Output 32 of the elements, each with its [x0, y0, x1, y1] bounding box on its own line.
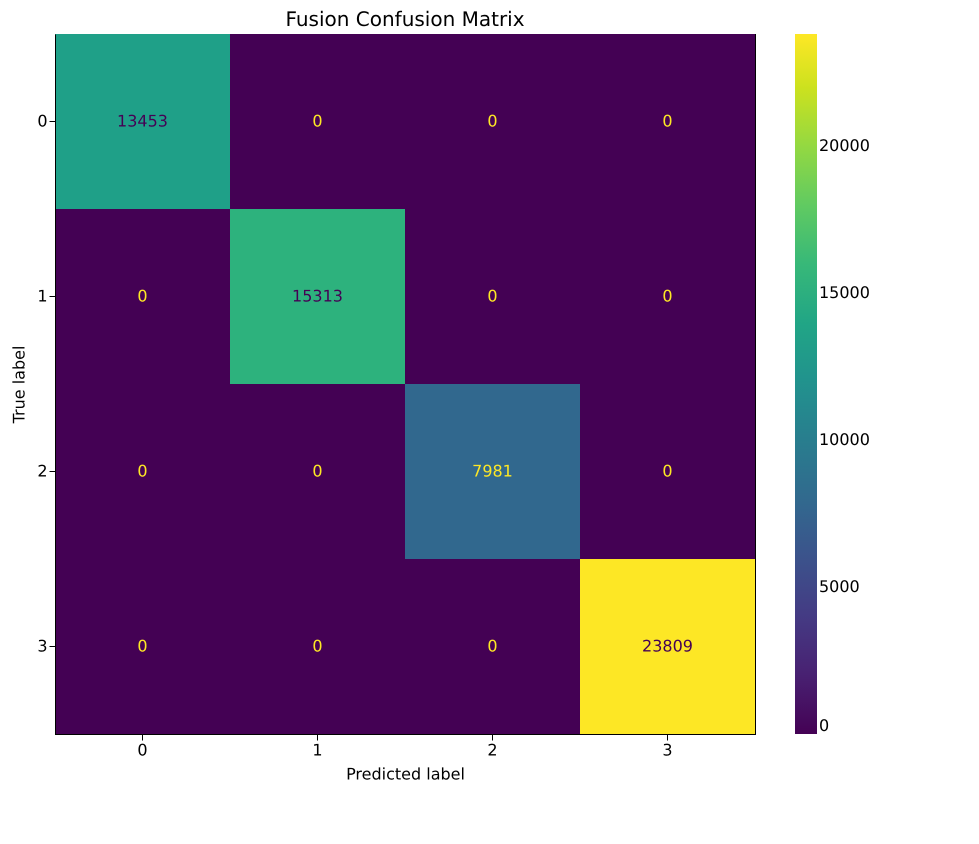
data-label: 0: [137, 462, 148, 480]
x-tick-label: 3: [662, 740, 673, 760]
data-label: 0: [662, 112, 673, 130]
color-bar-label: 5000: [819, 576, 860, 596]
y-axis-title: True label: [9, 346, 28, 424]
color-bar-label: 20000: [819, 136, 870, 155]
data-label: 0: [487, 636, 498, 656]
data-label: 23809: [642, 636, 693, 656]
x-axis-title: Predicted label: [346, 764, 465, 784]
data-label: 0: [662, 286, 673, 306]
y-tick-label: 0: [37, 112, 48, 130]
x-tick-label: 2: [487, 740, 498, 760]
y-tick-label: 3: [37, 636, 48, 656]
x-tick-label: 1: [312, 740, 323, 760]
data-label: 13453: [117, 112, 168, 130]
data-label: 0: [137, 636, 148, 656]
data-label: 0: [312, 112, 323, 130]
data-label: 0: [662, 462, 673, 480]
data-label: 0: [312, 636, 323, 656]
data-label: 0: [312, 462, 323, 480]
color-bar-label: 15000: [819, 282, 870, 302]
data-label: 0: [487, 286, 498, 306]
y-tick-label: 1: [37, 286, 48, 306]
color-bar-label: 10000: [819, 430, 870, 449]
chart-title: Fusion Confusion Matrix: [285, 7, 525, 31]
data-label: 0: [487, 112, 498, 130]
data-label: 15313: [292, 286, 343, 306]
data-label: 7981: [472, 462, 513, 480]
data-label: 0: [137, 286, 148, 306]
y-tick-label: 2: [37, 462, 48, 480]
x-tick-label: 0: [137, 740, 148, 760]
color-bar-label: 0: [819, 716, 830, 735]
